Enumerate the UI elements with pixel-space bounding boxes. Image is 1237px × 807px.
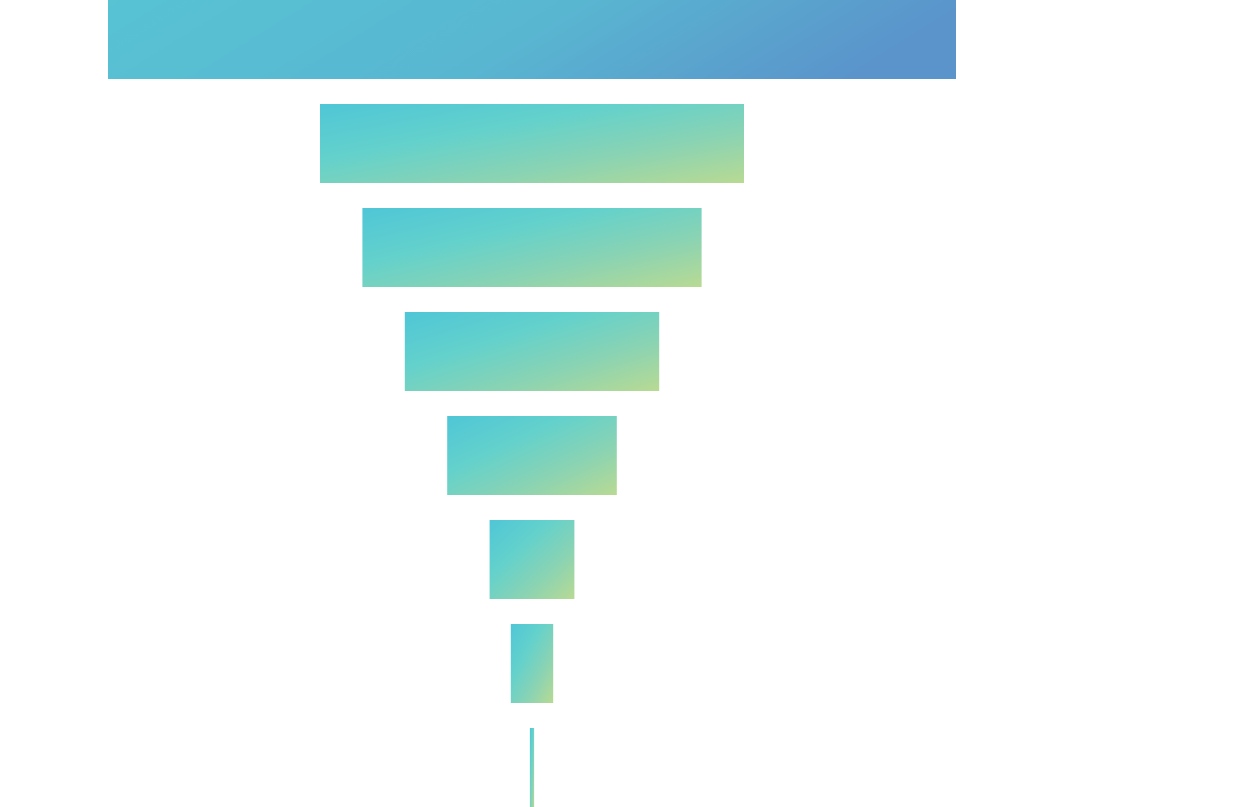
funnel-bar-5 [447,416,617,495]
funnel-bar-1 [108,0,956,79]
funnel-bars [108,0,956,807]
funnel-bar-4 [404,312,660,391]
funnel-bar-6 [489,520,575,599]
funnel-bar-8 [529,728,535,807]
funnel-bar-2 [320,104,744,183]
funnel-bar-3 [362,208,702,287]
funnel-bar-7 [510,624,554,703]
